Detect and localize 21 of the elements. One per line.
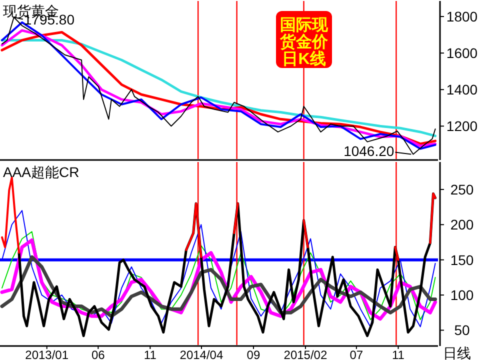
x-tick-label: 2015/02 (284, 348, 328, 360)
y-tick-label: 150 (450, 252, 474, 268)
y-tick-label: 200 (450, 216, 474, 233)
annotation: 1046.20 (344, 143, 394, 160)
x-axis-title: 日线 (443, 345, 471, 360)
x-tick-label: 11 (392, 348, 405, 360)
x-tick-label: 07 (350, 348, 364, 360)
x-tick-label: 2014/04 (180, 348, 224, 360)
y-tick-label: 1800 (446, 8, 478, 25)
x-tick-label: 06 (91, 348, 106, 360)
annotation: 国际现货金价日K线 (279, 17, 329, 68)
x-tick-label: 09 (246, 348, 260, 360)
y-tick-label: 250 (450, 181, 474, 198)
y-tick-label: 100 (450, 287, 474, 304)
x-tick-label: 11 (144, 348, 157, 360)
y-tick-label: 1200 (446, 118, 478, 134)
y-tick-label: 50 (454, 322, 470, 338)
y-tick-label: 1600 (446, 45, 478, 62)
y-tick-label: 1400 (446, 82, 478, 98)
x-tick-label: 2013/01 (25, 348, 69, 360)
chart-title: AAA超能CR (3, 164, 80, 180)
